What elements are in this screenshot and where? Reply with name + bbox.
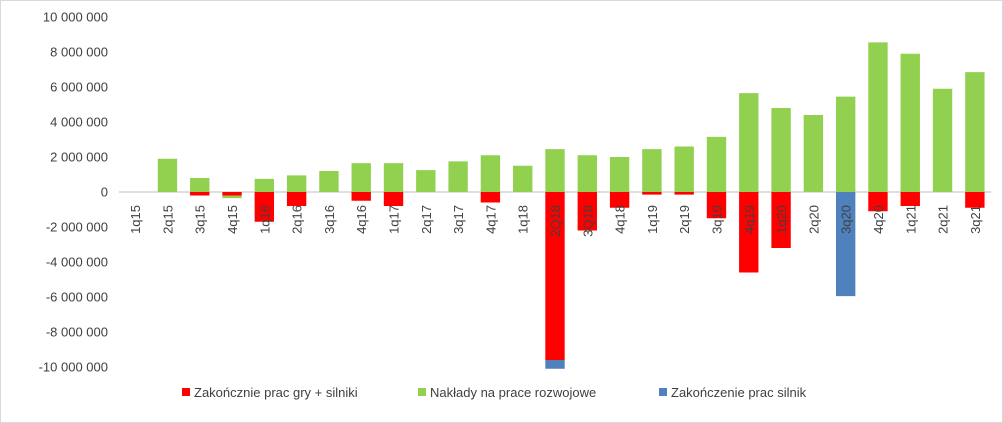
- x-tick-label: 3q19: [709, 205, 724, 234]
- bar-green-1q18: [513, 165, 533, 192]
- x-tick-label: 4q17: [483, 205, 498, 234]
- x-tick-label: 1q20: [774, 205, 789, 234]
- y-tick-label: -10 000 000: [39, 360, 108, 375]
- x-tick-label: 1q18: [516, 205, 531, 234]
- bar-red-3q19: [706, 192, 727, 219]
- bar-green-3q20: [835, 96, 856, 192]
- bar-red-4q20: [868, 192, 888, 212]
- y-tick-label: 10 000 000: [43, 10, 108, 25]
- bar-green-4q19: [739, 93, 759, 192]
- bar-green-2q15: [157, 158, 178, 192]
- bar-green-3q17: [448, 161, 468, 192]
- x-tick-labels: 1q15 2q15 3q15 4q15 1q16 2q16 3q16 4q16 1q17 2q17…: [128, 205, 983, 237]
- x-tick-label: 1q19: [645, 205, 660, 234]
- y-tick-label: 0: [101, 185, 108, 200]
- bar-red-4q19: [739, 192, 759, 273]
- x-tick-label: 2q15: [160, 205, 175, 234]
- legend-label: Zakończnie prac gry + silniki: [194, 385, 358, 400]
- x-tick-label: 1q15: [128, 205, 143, 234]
- bar-green-1q17: [383, 163, 404, 192]
- y-tick-label: -8 000 000: [46, 325, 108, 340]
- bar-green-1q21: [900, 53, 920, 192]
- bar-red-1q17: [383, 192, 404, 206]
- y-tick-label: 4 000 000: [50, 115, 108, 130]
- x-tick-label: 2q17: [419, 205, 434, 234]
- bar-red-4q17: [480, 192, 501, 203]
- bar-red-1q20: [771, 192, 791, 248]
- x-tick-label: 2q16: [290, 205, 305, 234]
- x-tick-label: 3Q18: [580, 205, 595, 237]
- x-tick-label: 3q20: [839, 205, 854, 234]
- x-tick-label: 4q20: [871, 205, 886, 234]
- bar-red-3q15: [190, 192, 210, 196]
- x-tick-label: 4q19: [742, 205, 757, 234]
- legend-swatch: [182, 388, 190, 396]
- x-tick-label: 3q16: [322, 205, 337, 234]
- x-tick-label: 2q20: [806, 205, 821, 234]
- bar-green-4q15: [222, 195, 242, 199]
- legend: Zakończnie prac gry + silniki Nakłady na …: [182, 385, 807, 400]
- bar-green-2q17: [416, 170, 436, 192]
- bar-red-1q19: [642, 192, 662, 195]
- legend-label: Zakończenie prac silnik: [671, 385, 807, 400]
- legend-label: Nakłady na prace rozwojowe: [430, 385, 596, 400]
- y-tick-label: -4 000 000: [46, 255, 108, 270]
- bars-layer: [157, 42, 985, 369]
- bar-green-1q20: [771, 108, 791, 192]
- bar-green-2q21: [932, 88, 953, 192]
- x-tick-label: 4q18: [613, 205, 628, 234]
- bar-green-1q16: [254, 178, 275, 192]
- bar-green-4q17: [480, 155, 501, 192]
- x-tick-label: 2q19: [677, 205, 692, 234]
- bar-blue-2Q18: [545, 360, 565, 369]
- bar-red-3q21: [965, 192, 985, 208]
- bar-red-3Q18: [577, 192, 597, 231]
- x-tick-label: 2Q18: [548, 205, 563, 237]
- legend-swatch: [659, 388, 667, 396]
- bar-blue-3q20: [835, 192, 856, 297]
- bar-green-2q19: [674, 146, 694, 192]
- x-tick-label: 4q15: [225, 205, 240, 234]
- x-tick-label: 3q21: [968, 205, 983, 234]
- x-tick-label: 1q16: [257, 205, 272, 234]
- bar-red-2q16: [286, 192, 307, 206]
- bar-red-4q15: [222, 192, 242, 196]
- bar-green-1q19: [642, 149, 662, 192]
- bar-green-3q19: [706, 136, 727, 192]
- bar-red-4q16: [351, 192, 371, 201]
- bar-green-4q18: [609, 157, 630, 192]
- y-tick-label: 6 000 000: [50, 80, 108, 95]
- bar-green-3Q18: [577, 155, 597, 192]
- x-tick-label: 2q21: [936, 205, 951, 234]
- bar-green-4q20: [868, 42, 888, 192]
- x-tick-label: 4q16: [354, 205, 369, 234]
- bar-green-3q21: [965, 72, 985, 192]
- y-tick-label: 8 000 000: [50, 45, 108, 60]
- bar-red-1q16: [254, 192, 275, 222]
- y-tick-label: 2 000 000: [50, 150, 108, 165]
- x-tick-label: 3q15: [193, 205, 208, 234]
- y-tick-label: -6 000 000: [46, 290, 108, 305]
- bar-green-4q16: [351, 163, 371, 192]
- bar-green-2Q18: [545, 149, 565, 192]
- x-tick-label: 3q17: [451, 205, 466, 234]
- bar-green-3q16: [319, 171, 339, 192]
- bar-green-2q20: [803, 115, 824, 192]
- bar-red-4q18: [609, 192, 630, 208]
- x-tick-label: 1q17: [387, 205, 402, 234]
- x-tick-label: 1q21: [903, 205, 918, 234]
- legend-swatch: [418, 388, 426, 396]
- bar-green-2q16: [286, 175, 307, 192]
- bar-red-2Q18: [545, 192, 565, 360]
- bar-red-2q19: [674, 192, 694, 195]
- bar-green-3q15: [190, 178, 210, 192]
- bar-red-1q21: [900, 192, 920, 206]
- y-tick-label: -2 000 000: [46, 220, 108, 235]
